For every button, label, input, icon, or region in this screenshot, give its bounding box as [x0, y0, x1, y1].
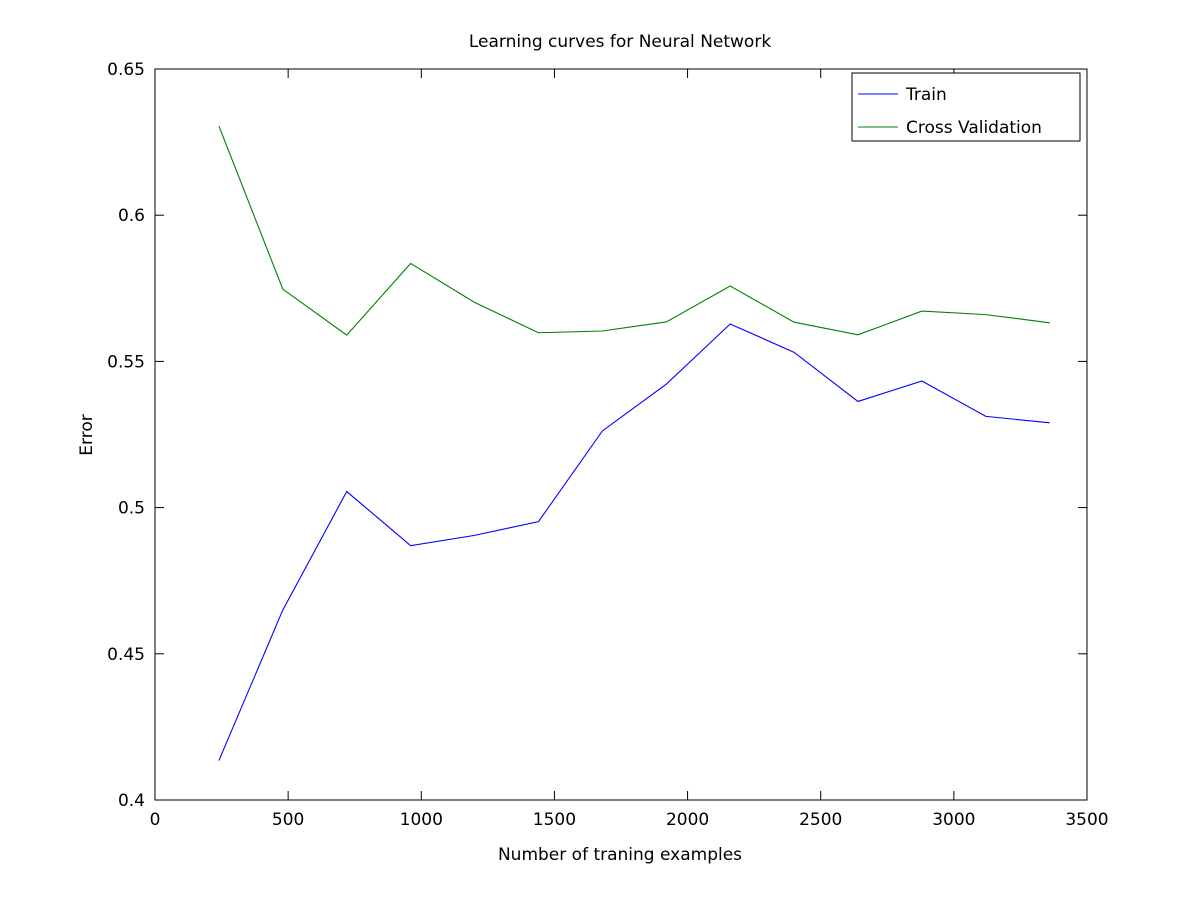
x-tick-label: 1500 [533, 810, 576, 830]
legend-label-cross-validation: Cross Validation [906, 118, 1042, 138]
x-tick-label: 0 [150, 810, 161, 830]
series-line-cross-validation [218, 125, 1050, 336]
y-tick-label: 0.65 [107, 60, 145, 80]
plot-frame [154, 68, 1088, 801]
legend: Train Cross Validation [851, 72, 1081, 142]
chart-title: Learning curves for Neural Network [469, 32, 771, 52]
plot-area: 0 500 1000 1500 2000 2500 3000 3500 0.4 0.45 0.5 0.… [107, 60, 1108, 830]
y-axis-label: Error [77, 414, 97, 455]
y-tick-label: 0.4 [118, 791, 145, 811]
x-tick-label: 2000 [666, 810, 709, 830]
x-tick-label: 1000 [400, 810, 443, 830]
x-axis-label: Number of traning examples [498, 845, 742, 865]
series-line-train [218, 323, 1050, 761]
y-tick-label: 0.5 [118, 499, 145, 519]
x-tick-label: 3000 [932, 810, 975, 830]
y-tick-label: 0.6 [118, 206, 145, 226]
legend-box [851, 72, 1081, 142]
y-tick-label: 0.55 [107, 352, 145, 372]
x-tick-label: 500 [272, 810, 304, 830]
x-tick-label: 2500 [799, 810, 842, 830]
legend-label-train: Train [905, 85, 947, 105]
x-tick-label: 3500 [1065, 810, 1108, 830]
y-tick-label: 0.45 [107, 645, 145, 665]
